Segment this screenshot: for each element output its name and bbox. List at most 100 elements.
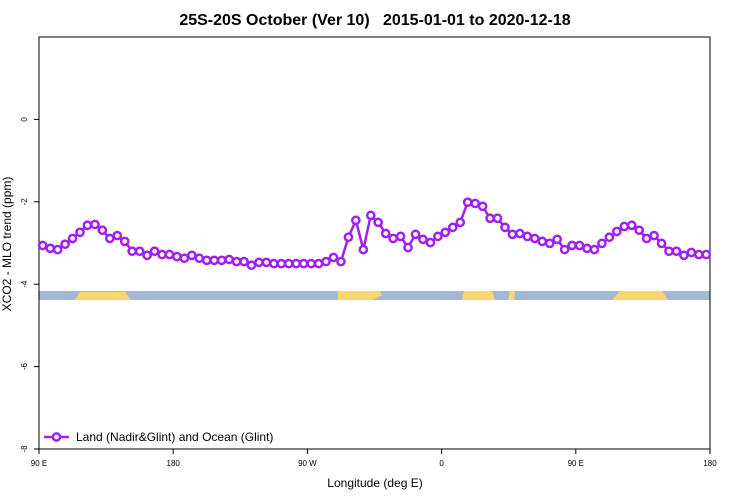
data-point: [522, 231, 533, 242]
data-point: [321, 256, 331, 267]
land-band: [75, 292, 131, 300]
data-point: [269, 258, 279, 269]
x-tick-label: 180: [167, 459, 181, 468]
x-tick-label: 90 E: [31, 459, 47, 468]
data-point: [90, 219, 100, 230]
data-point: [164, 249, 175, 260]
data-point: [515, 228, 525, 239]
data-point: [500, 222, 510, 233]
data-point: [418, 234, 428, 245]
data-point: [276, 258, 287, 269]
data-point: [172, 251, 182, 262]
data-point: [52, 244, 63, 255]
data-point: [656, 238, 667, 249]
data-point: [679, 250, 689, 261]
x-tick-label: 180: [703, 459, 717, 468]
data-point: [380, 228, 391, 239]
data-point: [328, 252, 339, 263]
data-point: [626, 220, 637, 231]
data-point: [291, 258, 302, 269]
data-point: [179, 253, 190, 264]
y-tick-label: -6: [20, 362, 29, 370]
data-point: [37, 240, 48, 251]
land-band: [612, 291, 668, 300]
y-tick-label: -8: [20, 445, 29, 453]
data-point: [671, 246, 682, 257]
x-axis-label: Longitude (deg E): [327, 476, 422, 490]
data-point: [157, 249, 167, 260]
legend-label: Land (Nadir&Glint) and Ocean (Glint): [76, 430, 273, 444]
data-point: [567, 240, 577, 251]
y-axis-label: XCO2 - MLO trend (ppm): [0, 177, 14, 312]
data-point: [373, 217, 384, 228]
data-point: [597, 238, 607, 249]
data-point: [611, 226, 622, 237]
data-point: [127, 246, 138, 257]
data-point: [433, 231, 443, 242]
data-point: [574, 240, 585, 251]
data-point: [112, 230, 123, 241]
y-tick-label: -2: [20, 198, 29, 206]
data-point: [529, 233, 540, 244]
data-point: [589, 244, 600, 255]
x-tick-label: 90 W: [298, 459, 317, 468]
y-tick-label: 0: [20, 117, 29, 122]
data-point: [254, 257, 264, 268]
data-point: [201, 255, 212, 266]
chart-title: 25S-20S October (Ver 10) 2015-01-01 to 2…: [179, 12, 570, 29]
data-point: [552, 234, 563, 245]
legend-marker: [51, 432, 62, 442]
land-band: [338, 291, 382, 300]
data-point: [45, 243, 56, 254]
land-band: [462, 291, 495, 300]
data-point: [455, 217, 466, 228]
data-point: [544, 238, 555, 249]
data-point: [104, 233, 115, 244]
data-point: [246, 260, 257, 271]
data-point: [686, 247, 697, 258]
data-point: [239, 256, 249, 267]
x-tick-label: 90 E: [568, 459, 584, 468]
data-point: [75, 227, 85, 238]
data-point: [283, 258, 294, 269]
land-ocean-strip: [39, 291, 710, 300]
y-tick-label: -4: [20, 280, 29, 288]
data-point: [701, 249, 712, 260]
data-point: [97, 225, 108, 236]
data-point: [641, 233, 652, 244]
data-point: [619, 221, 630, 232]
data-point: [306, 258, 316, 269]
data-point: [604, 232, 615, 243]
data-point: [447, 222, 458, 233]
data-point: [582, 243, 592, 254]
data-point: [470, 198, 480, 209]
data-point: [313, 258, 324, 269]
data-point: [67, 233, 78, 244]
data-point: [462, 197, 473, 208]
data-point: [60, 239, 70, 250]
data-point: [507, 229, 518, 240]
data-point: [388, 233, 398, 244]
data-point: [298, 258, 309, 269]
data-point: [351, 215, 361, 226]
data-point: [425, 237, 436, 248]
data-point: [537, 236, 548, 247]
data-point: [119, 236, 130, 247]
data-point: [142, 250, 152, 261]
data-point: [492, 213, 503, 224]
data-point: [231, 256, 242, 267]
data-point: [440, 227, 451, 238]
data-point: [559, 244, 570, 255]
data-point: [186, 250, 197, 261]
data-point: [224, 254, 234, 265]
data-point: [693, 249, 704, 260]
data-point: [336, 256, 346, 267]
data-point: [477, 201, 488, 212]
data-point: [209, 255, 220, 266]
data-point: [194, 253, 205, 264]
data-point: [261, 257, 272, 268]
data-point: [134, 246, 145, 257]
plot-frame: [38, 36, 711, 450]
data-point: [216, 255, 227, 266]
